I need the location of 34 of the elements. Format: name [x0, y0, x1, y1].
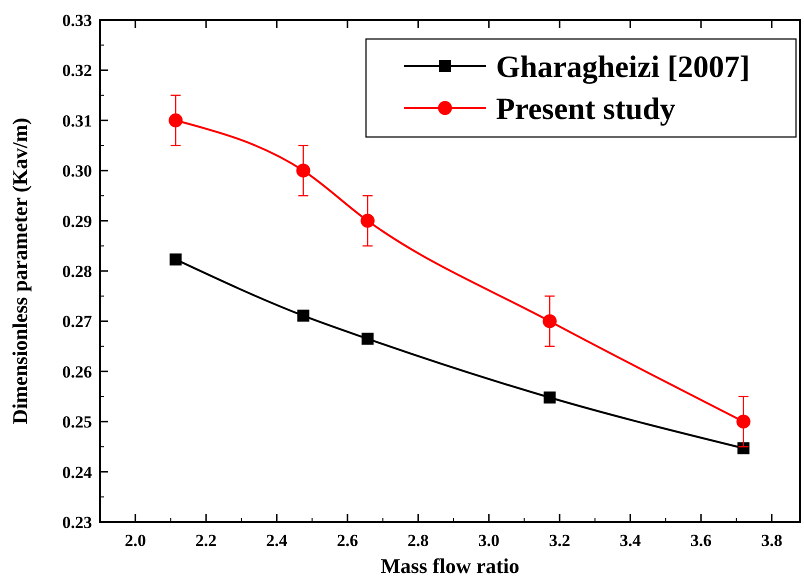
x-tick-label: 3.8: [761, 531, 782, 550]
legend-label: Gharagheizi [2007]: [496, 49, 750, 84]
y-tick-label: 0.25: [62, 412, 92, 432]
point: [362, 332, 374, 345]
y-tick-label: 0.30: [62, 162, 92, 181]
y-tick-label: 0.29: [62, 212, 92, 231]
y-tick-label: 0.28: [62, 262, 92, 281]
x-tick-label: 2.0: [124, 531, 146, 550]
y-tick-label: 0.32: [62, 61, 92, 80]
point: [296, 164, 310, 178]
x-tick-label: 2.8: [408, 531, 429, 550]
x-tick-label: 2.4: [266, 531, 288, 550]
y-tick-label: 0.24: [62, 462, 92, 482]
point: [360, 214, 375, 228]
legend-label: Present study: [496, 91, 676, 126]
point: [297, 310, 310, 322]
y-tick-label: 0.31: [62, 111, 92, 130]
y-tick-label: 0.23: [62, 513, 92, 532]
y-tick-label: 0.33: [62, 11, 92, 30]
x-tick-label: 2.2: [195, 531, 217, 550]
point: [544, 392, 556, 404]
x-tick-label: 3.4: [620, 531, 642, 550]
point: [170, 253, 182, 266]
point: [168, 113, 183, 128]
y-tick-label: 0.27: [62, 312, 92, 332]
point: [542, 314, 557, 328]
x-tick-label: 3.0: [478, 531, 500, 550]
y-tick-label: 0.26: [62, 362, 92, 382]
point: [736, 414, 750, 429]
x-axis-title: Mass flow ratio: [380, 554, 520, 578]
x-tick-label: 3.2: [548, 531, 570, 550]
x-tick-label: 2.6: [336, 531, 358, 550]
x-tick-label: 3.6: [690, 531, 712, 550]
y-axis-title: Dimensionless parameter (Kav/m): [8, 118, 32, 424]
